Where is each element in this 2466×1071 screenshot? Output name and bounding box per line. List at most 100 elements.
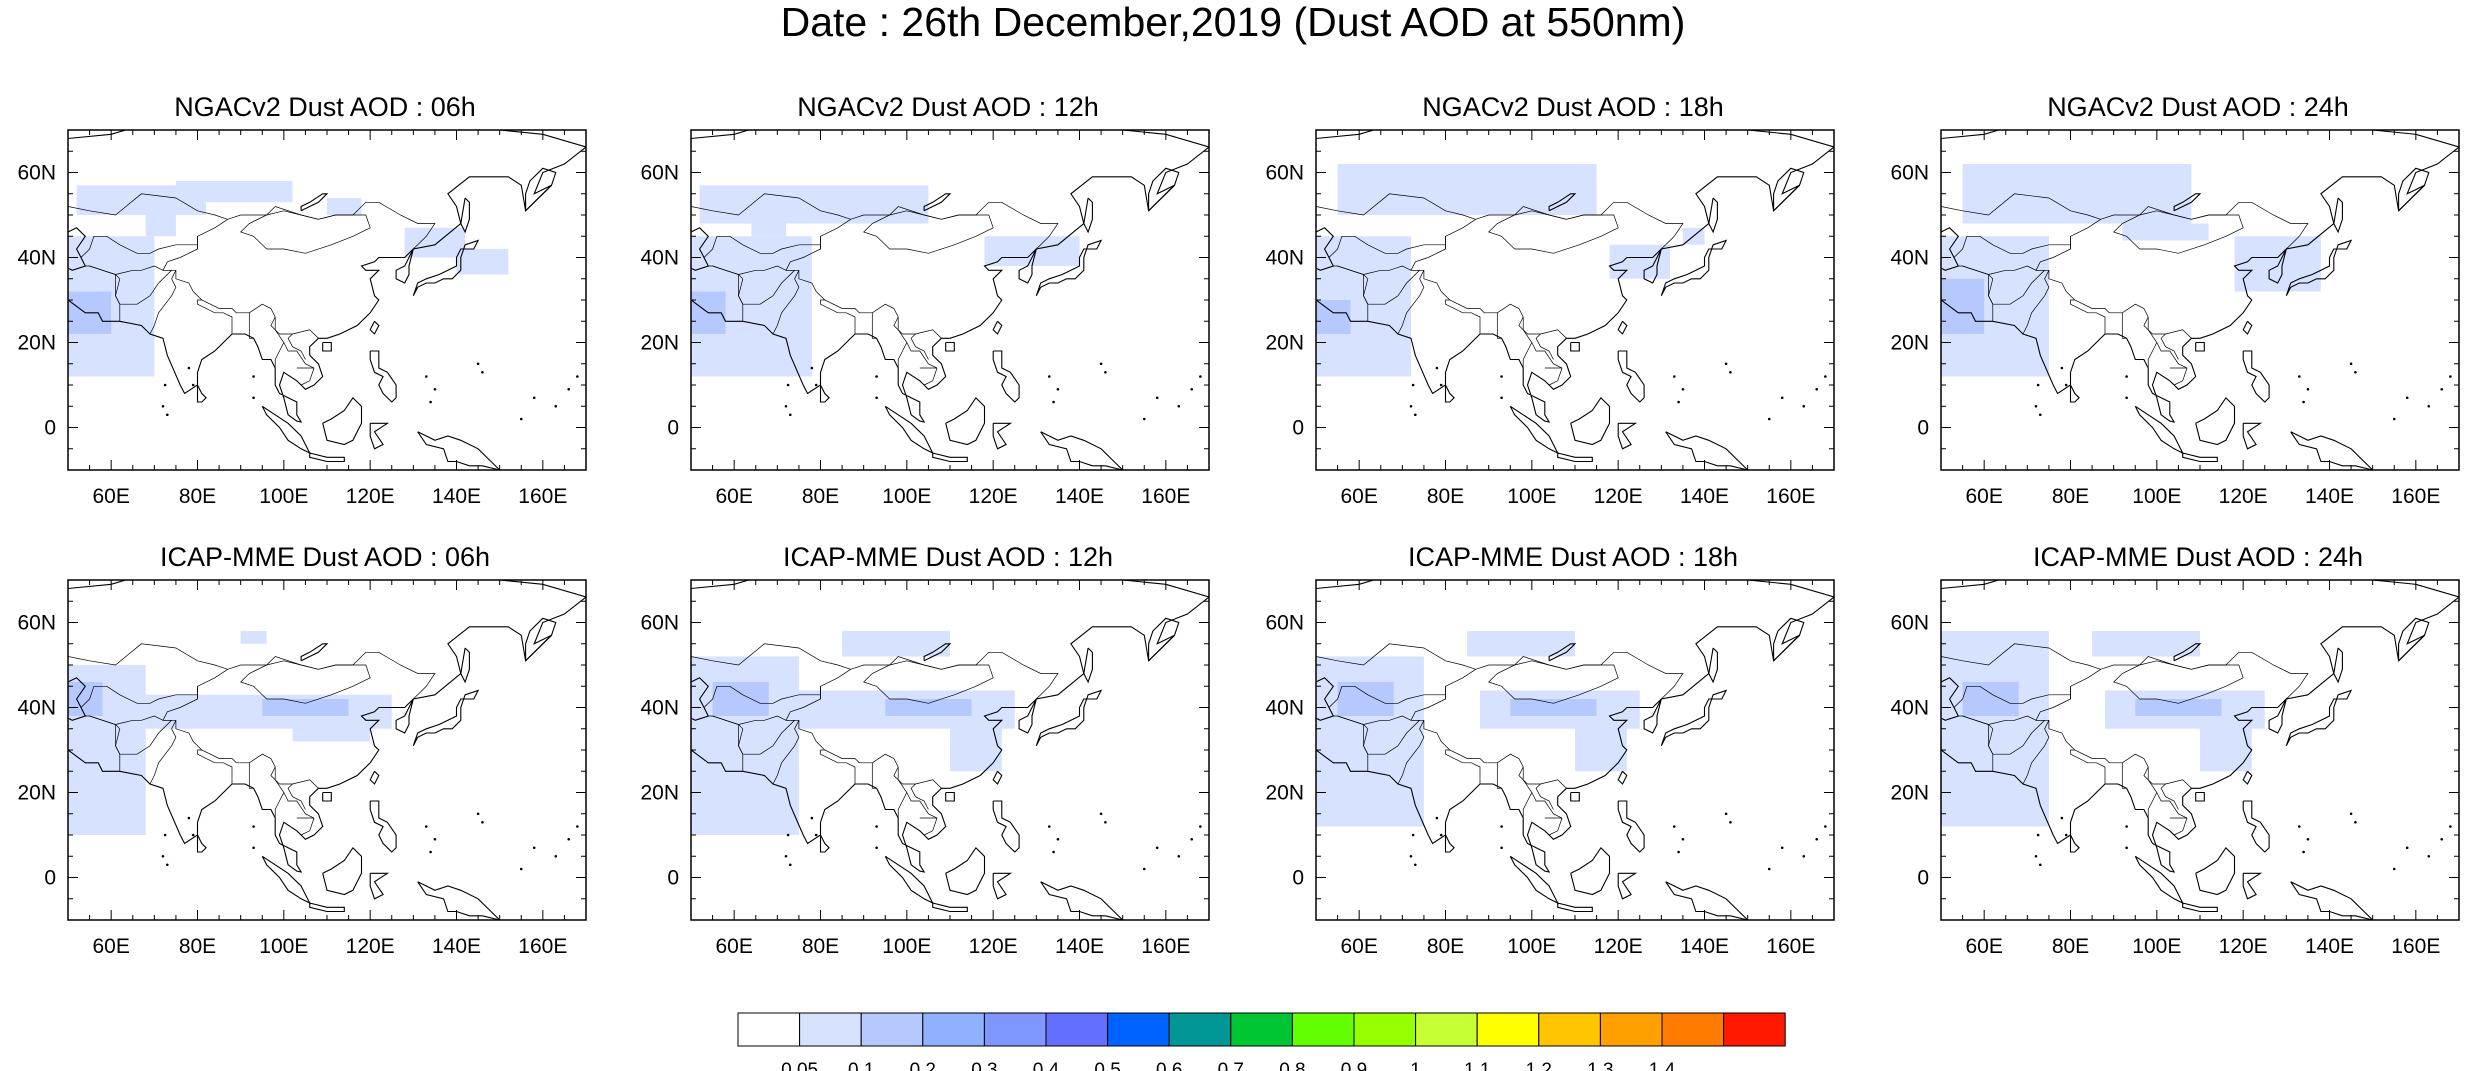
island (554, 404, 558, 408)
colorbar-swatch (1230, 1012, 1293, 1047)
colorbar-swatch (1045, 1012, 1109, 1047)
island (165, 863, 169, 867)
coastline (691, 580, 1209, 873)
lon-tick-label: 140E (1055, 485, 1104, 508)
lon-tick-label: 80E (1427, 935, 1464, 958)
island (875, 846, 878, 850)
lon-tick-label: 80E (179, 485, 216, 508)
country-border (283, 342, 315, 386)
coastline (1708, 647, 1718, 684)
lon-tick-label: 140E (1680, 935, 1729, 958)
lat-tick-label: 60N (17, 612, 56, 635)
island (2306, 387, 2310, 391)
island (1047, 375, 1051, 378)
country-border (1445, 749, 1481, 784)
country-border (89, 715, 116, 725)
coastline (196, 834, 207, 853)
lon-tick-label: 160E (1141, 485, 1190, 508)
coastline (1617, 872, 1638, 900)
lon-tick-label: 60E (1965, 485, 2002, 508)
coastline (369, 872, 390, 900)
lon-tick-label: 80E (802, 485, 839, 508)
lat-tick-label: 40N (1265, 697, 1304, 720)
island (2449, 375, 2452, 378)
island (788, 863, 792, 867)
lon-tick-label: 160E (518, 485, 567, 508)
island (1672, 825, 1676, 828)
colorbar-label: 0.8 (1279, 1060, 1305, 1071)
dust-aod-area (1941, 631, 2049, 827)
country-border (162, 219, 319, 339)
country-border (1496, 312, 1502, 339)
country-border (1535, 783, 1554, 810)
map-plot: 60E 80E 100E 120E 140E 160E 0 20N 40N 60N (1890, 129, 2460, 508)
coastline (2285, 239, 2353, 297)
lat-tick-label: 60N (640, 162, 679, 185)
coastline (2134, 855, 2184, 905)
island (1500, 825, 1503, 828)
lat-tick-label: 40N (1890, 697, 1929, 720)
island (1142, 867, 1146, 871)
coastline (992, 770, 1003, 785)
lon-tick-label: 120E (969, 485, 1018, 508)
lon-tick-label: 100E (2132, 485, 2181, 508)
country-border (2147, 767, 2158, 818)
island (1724, 362, 1728, 366)
colorbar-label: 1.4 (1649, 1060, 1676, 1071)
coastline (1617, 800, 1645, 853)
island (2349, 362, 2353, 366)
panel-title: ICAP-MME Dust AOD : 06h (159, 542, 491, 572)
island (1190, 837, 1194, 841)
coastline (2242, 872, 2263, 900)
coastline (1570, 396, 1611, 446)
coastline (68, 677, 87, 721)
country-border (2121, 312, 2127, 339)
lat-tick-label: 20N (640, 782, 679, 805)
lat-tick-label: 0 (1917, 867, 1929, 890)
coastline (460, 197, 470, 234)
coastline (2195, 396, 2236, 446)
colorbar-swatch (1723, 1012, 1786, 1047)
coastline (923, 643, 952, 662)
coastline (261, 405, 311, 455)
colorbar-swatch (983, 1012, 1047, 1047)
lat-tick-label: 40N (17, 697, 56, 720)
island (2036, 383, 2040, 387)
country-border (863, 210, 994, 254)
lat-tick-label: 20N (17, 782, 56, 805)
country-border (2113, 210, 2244, 254)
island (161, 854, 165, 858)
coastline (412, 689, 480, 747)
country-border (712, 715, 739, 725)
coastline (1316, 130, 1834, 423)
island (1672, 375, 1676, 378)
coastline (1040, 431, 1124, 470)
coastline (1617, 350, 1645, 403)
island (1177, 404, 1181, 408)
lon-tick-label: 120E (1594, 485, 1643, 508)
lat-tick-label: 0 (44, 867, 56, 890)
coastline (1773, 167, 1805, 212)
coastline (369, 350, 397, 403)
island (433, 387, 437, 391)
coastline (2242, 422, 2263, 450)
lat-tick-label: 60N (1890, 612, 1929, 635)
island (1047, 825, 1051, 828)
country-border (283, 792, 315, 836)
island (2392, 867, 2396, 871)
lon-tick-label: 140E (2305, 485, 2354, 508)
island (2297, 375, 2301, 378)
coastline (417, 881, 501, 920)
island (2125, 396, 2128, 400)
country-border (910, 333, 929, 360)
country-border (287, 783, 306, 810)
map-panel: NGACv2 Dust AOD : 12h 60E 80E 100E 120E 140E 1… (633, 92, 1263, 512)
country-border (1445, 299, 1481, 334)
island (2440, 387, 2444, 391)
dust-aod-area (984, 236, 1080, 266)
island (1802, 854, 1806, 858)
island (1413, 863, 1417, 867)
island (2125, 375, 2128, 378)
colorbar-swatch (1538, 1012, 1601, 1047)
coastline (1941, 227, 1960, 271)
